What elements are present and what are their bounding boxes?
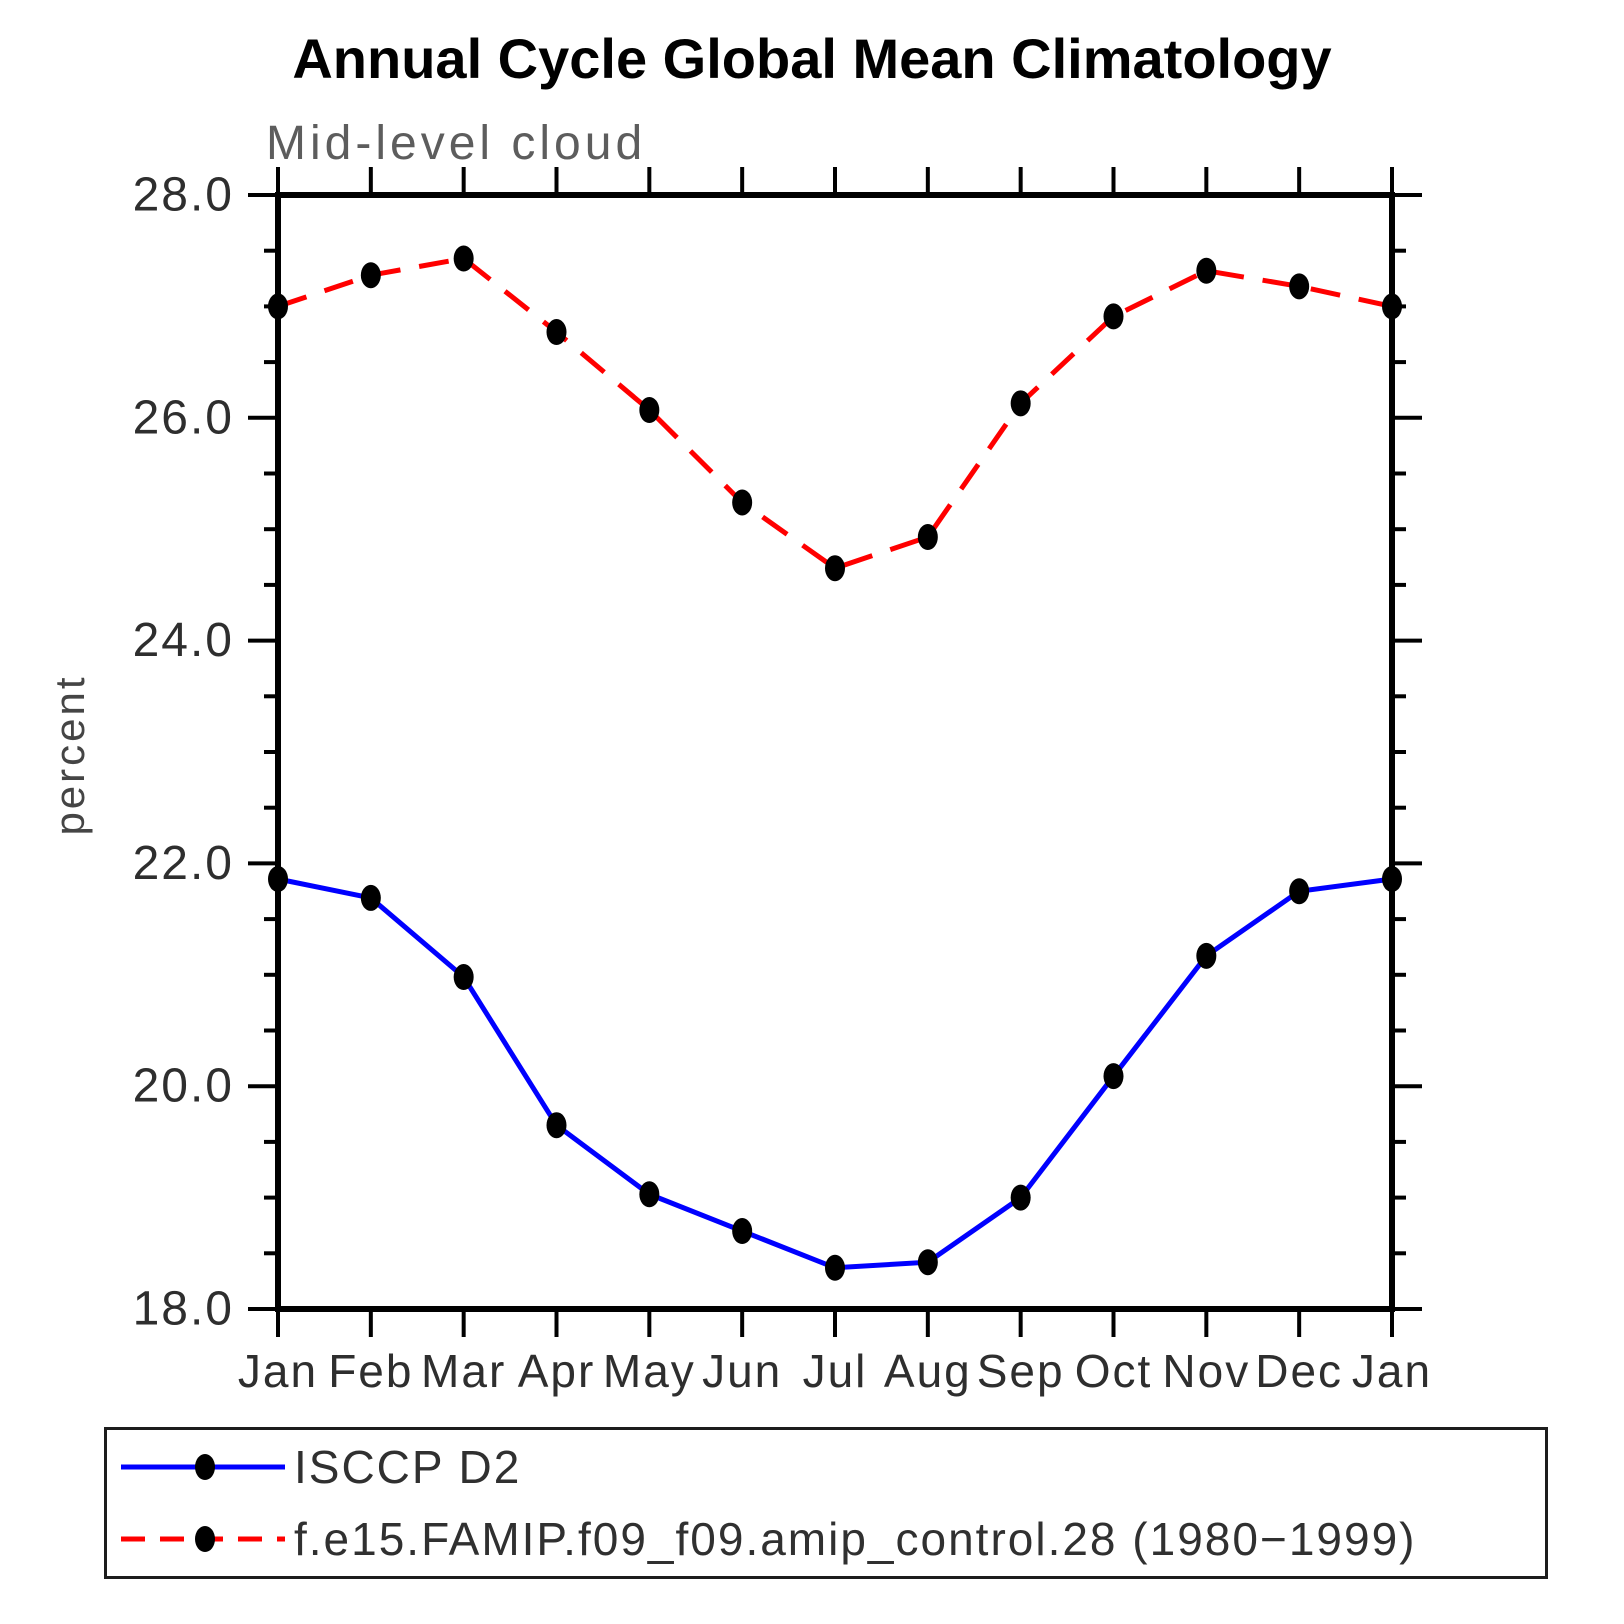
data-point-marker: [1289, 273, 1310, 300]
series-line-f-e15-famip-f09-f09-amip-control-28-1980-1999-: [277, 255, 1393, 571]
data-point-marker: [360, 884, 381, 911]
data-point-marker: [917, 523, 938, 550]
data-point-marker: [453, 245, 474, 272]
y-tick-label: 20.0: [133, 1060, 234, 1113]
y-tick-label: 18.0: [133, 1283, 234, 1336]
x-tick-label: May: [603, 1345, 696, 1397]
data-point-marker: [639, 397, 660, 424]
data-point-marker: [1196, 942, 1217, 969]
data-point-marker: [453, 964, 474, 991]
data-point-marker: [360, 262, 381, 289]
data-point-marker: [825, 555, 845, 582]
data-point-marker: [1103, 303, 1124, 330]
data-point-marker: [639, 1181, 660, 1208]
x-tick-label: Dec: [1255, 1345, 1343, 1397]
data-point-marker: [1196, 257, 1217, 284]
series-line-isccp-d2: [277, 876, 1393, 1271]
data-point-marker: [268, 865, 288, 892]
x-tick-label: Apr: [518, 1345, 596, 1397]
data-point-marker: [1382, 865, 1402, 892]
data-point-marker: [1103, 1063, 1124, 1090]
legend-row-isccp: ISCCP D2: [117, 1436, 1545, 1498]
y-tick-label: 26.0: [133, 391, 234, 444]
data-point-marker: [732, 1218, 753, 1245]
x-tick-label: Oct: [1075, 1345, 1153, 1397]
data-point-marker: [268, 293, 288, 320]
x-tick-label: Nov: [1162, 1345, 1250, 1397]
legend-line-sample-solid: [121, 1454, 285, 1480]
x-tick-label: Sep: [977, 1345, 1065, 1397]
data-point-marker: [1010, 390, 1031, 417]
x-tick-label: Jan: [238, 1345, 318, 1397]
x-tick-label: Aug: [884, 1345, 972, 1397]
chart-subtitle: Mid-level cloud: [266, 117, 647, 170]
data-point-marker: [1289, 878, 1310, 905]
legend-label-model: f.e15.FAMIP.f09_f09.amip_control.28 (198…: [294, 1513, 1417, 1565]
y-tick-label: 22.0: [133, 837, 234, 890]
x-tick-label: Feb: [328, 1345, 413, 1397]
y-tick-label: 28.0: [133, 169, 234, 222]
x-tick-label: Jul: [803, 1345, 868, 1397]
data-point-marker: [1382, 293, 1402, 320]
y-tick-label: 24.0: [133, 614, 234, 667]
x-tick-label: Jun: [702, 1345, 782, 1397]
axis-frame: [275, 192, 1395, 1312]
data-point-marker: [546, 319, 567, 346]
data-point-marker: [546, 1112, 567, 1139]
legend-row-model: f.e15.FAMIP.f09_f09.amip_control.28 (198…: [117, 1508, 1545, 1570]
data-point-marker: [825, 1254, 845, 1281]
data-point-marker: [732, 489, 753, 516]
data-point-marker: [917, 1249, 938, 1276]
chart-title: Annual Cycle Global Mean Climatology: [292, 27, 1332, 90]
x-tick-label: Jan: [1352, 1345, 1432, 1397]
x-tick-label: Mar: [421, 1345, 506, 1397]
legend-line-sample-dashed: [121, 1526, 285, 1552]
legend-box: ISCCP D2 f.e15.FAMIP.f09_f09.amip_contro…: [104, 1427, 1548, 1579]
legend-label-isccp: ISCCP D2: [294, 1441, 522, 1493]
data-point-marker: [1010, 1184, 1031, 1211]
